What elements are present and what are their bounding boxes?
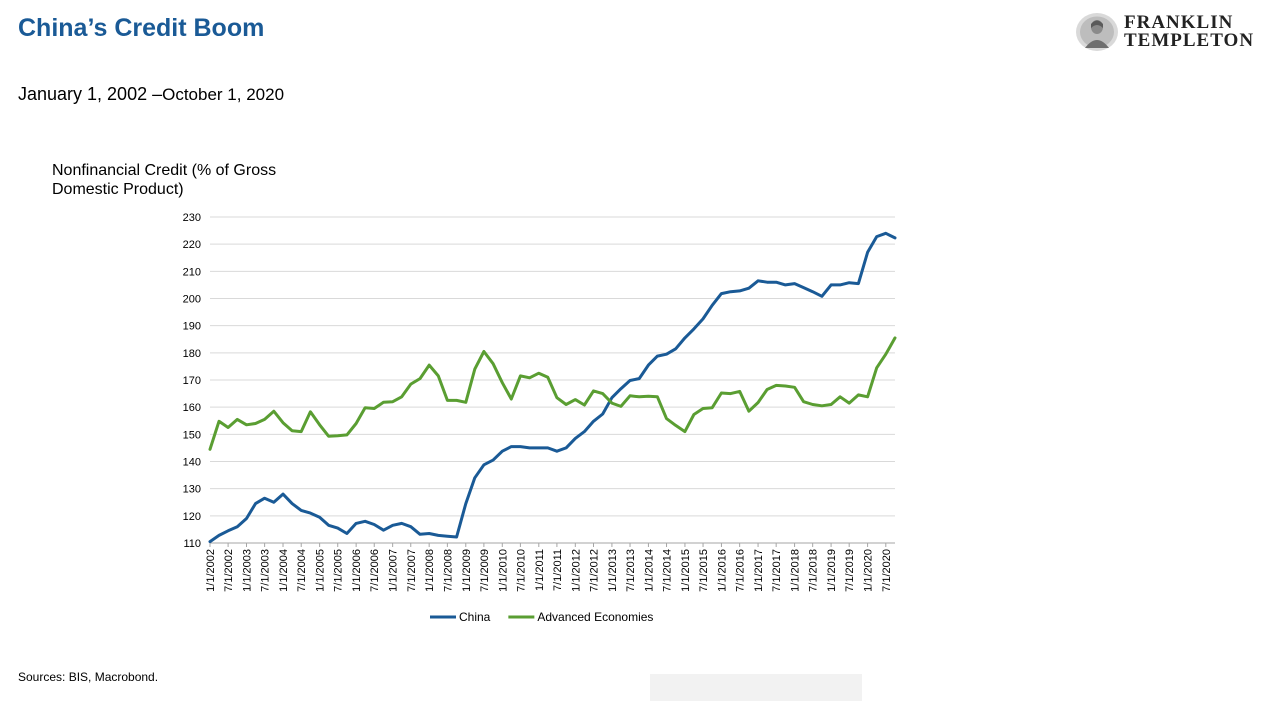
x-tick-28: 1/1/2016 bbox=[716, 549, 728, 592]
legend: China Advanced Economies bbox=[430, 610, 653, 624]
y-tick-230: 230 bbox=[183, 212, 201, 224]
franklin-templeton-logo: FRANKLIN TEMPLETON bbox=[1074, 12, 1264, 52]
date-range-end: October 1, 2020 bbox=[162, 85, 285, 104]
grid-lines bbox=[209, 216, 895, 547]
x-tick-10: 1/1/2007 bbox=[388, 549, 400, 592]
sources-note: Sources: BIS, Macrobond. bbox=[18, 670, 159, 684]
x-tick-31: 7/1/2017 bbox=[771, 549, 783, 592]
y-tick-210: 210 bbox=[183, 266, 201, 278]
y-tick-190: 190 bbox=[183, 321, 201, 333]
logo-line-2: TEMPLETON bbox=[1124, 30, 1255, 51]
x-tick-36: 1/1/2020 bbox=[863, 549, 875, 592]
gray-footer-block bbox=[650, 674, 862, 701]
x-tick-23: 7/1/2013 bbox=[625, 549, 637, 592]
x-tick-9: 7/1/2006 bbox=[369, 549, 381, 592]
x-tick-32: 1/1/2018 bbox=[790, 549, 802, 592]
x-tick-7: 7/1/2005 bbox=[333, 549, 345, 592]
x-tick-8: 1/1/2006 bbox=[351, 549, 363, 592]
logo-line-1: FRANKLIN bbox=[1124, 12, 1234, 33]
x-tick-16: 1/1/2010 bbox=[497, 549, 509, 592]
y-tick-140: 140 bbox=[183, 457, 201, 469]
legend-label-china: China bbox=[459, 610, 491, 624]
x-tick-29: 7/1/2016 bbox=[735, 549, 747, 592]
x-tick-14: 1/1/2009 bbox=[461, 549, 473, 592]
y-tick-110: 110 bbox=[183, 538, 201, 550]
x-tick-4: 1/1/2004 bbox=[278, 549, 290, 592]
y-tick-130: 130 bbox=[183, 484, 201, 496]
date-range-subtitle: January 1, 2002 –October 1, 2020 bbox=[18, 84, 284, 105]
x-tick-15: 7/1/2009 bbox=[479, 549, 491, 592]
x-tick-12: 1/1/2008 bbox=[424, 549, 436, 592]
y-tick-200: 200 bbox=[183, 294, 201, 306]
x-tick-3: 7/1/2003 bbox=[260, 549, 272, 592]
x-tick-30: 1/1/2017 bbox=[753, 549, 765, 592]
y-tick-150: 150 bbox=[183, 429, 201, 441]
legend-label-advanced-economies: Advanced Economies bbox=[537, 610, 653, 624]
y-tick-180: 180 bbox=[183, 348, 201, 360]
x-tick-22: 1/1/2013 bbox=[607, 549, 619, 592]
x-tick-27: 7/1/2015 bbox=[698, 549, 710, 592]
y-tick-labels: 110 120 130 140 150 160 170 180 190 200 210 220 230 bbox=[183, 212, 201, 550]
x-tick-1: 7/1/2002 bbox=[223, 549, 235, 592]
y-tick-220: 220 bbox=[183, 239, 201, 251]
x-tick-21: 7/1/2012 bbox=[589, 549, 601, 592]
x-tick-11: 7/1/2007 bbox=[406, 549, 418, 592]
x-tick-labels: 1/1/2002 7/1/2002 1/1/2003 7/1/2003 1/1/2004… bbox=[205, 549, 893, 592]
x-tick-35: 7/1/2019 bbox=[844, 549, 856, 592]
x-tick-19: 7/1/2011 bbox=[552, 549, 564, 591]
y-tick-160: 160 bbox=[183, 402, 201, 414]
franklin-portrait-icon bbox=[1076, 13, 1118, 51]
x-tick-0: 1/1/2002 bbox=[205, 549, 217, 592]
x-tick-5: 7/1/2004 bbox=[296, 549, 308, 592]
x-tick-18: 1/1/2011 bbox=[534, 549, 546, 591]
series-line-advanced-economies bbox=[208, 336, 897, 451]
x-tick-24: 1/1/2014 bbox=[643, 549, 655, 592]
x-tick-33: 7/1/2018 bbox=[808, 549, 820, 592]
date-range-start: January 1, 2002 – bbox=[18, 84, 163, 104]
series-line-china bbox=[208, 231, 897, 544]
x-tick-2: 1/1/2003 bbox=[242, 549, 254, 592]
y-tick-170: 170 bbox=[183, 375, 201, 387]
x-tick-17: 7/1/2010 bbox=[515, 549, 527, 592]
series-lines bbox=[208, 231, 897, 544]
x-tick-26: 1/1/2015 bbox=[680, 549, 692, 592]
page-title: China’s Credit Boom bbox=[18, 14, 265, 42]
x-tick-20: 1/1/2012 bbox=[570, 549, 582, 592]
x-tick-37: 7/1/2020 bbox=[881, 549, 893, 592]
x-tick-34: 1/1/2019 bbox=[826, 549, 838, 592]
x-tick-13: 7/1/2008 bbox=[442, 549, 454, 592]
y-axis-label: Nonfinancial Credit (% of Gross Domestic… bbox=[52, 162, 277, 198]
y-tick-120: 120 bbox=[183, 511, 201, 523]
x-tick-25: 7/1/2014 bbox=[662, 549, 674, 592]
x-tick-6: 1/1/2005 bbox=[315, 549, 327, 592]
logo-wordmark: FRANKLIN TEMPLETON bbox=[1124, 12, 1255, 51]
